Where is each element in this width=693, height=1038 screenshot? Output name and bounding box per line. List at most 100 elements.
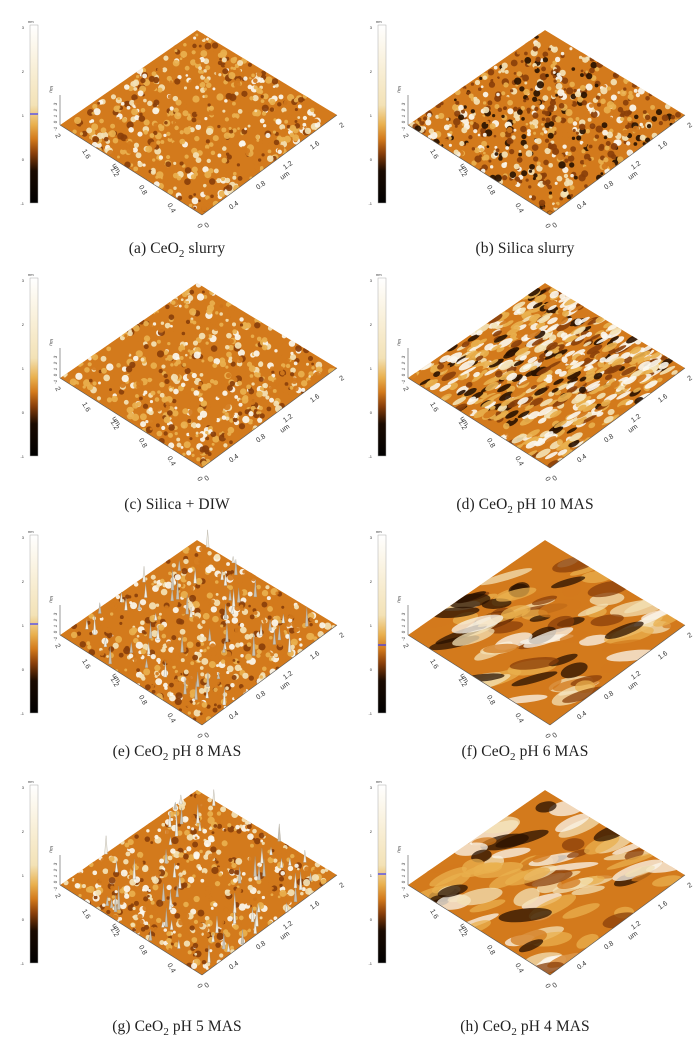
colorbar-ticks: -1 0 1 2 3nm	[20, 272, 34, 459]
z-axis-ticks: -1 0 1 2 3	[400, 355, 406, 384]
colorbar-tick-label: -1	[368, 454, 372, 459]
surface-texture	[408, 790, 685, 975]
z-tick-label: 1	[401, 114, 406, 118]
y-tick-label: 0.4	[165, 712, 176, 724]
z-axis-unit: nm	[396, 338, 403, 346]
x-axis-ticks: 0 0.4 0.8 1.2 1.6 2	[204, 882, 346, 990]
colorbar-tick-label: 1	[370, 366, 373, 371]
z-axis-ticks: -1 0 1 2 3	[400, 612, 406, 641]
z-tick-label: 3	[401, 612, 406, 616]
y-tick-label: 0.8	[137, 944, 148, 956]
y-tick-label: 0	[543, 223, 551, 230]
z-tick-label: 3	[53, 862, 58, 866]
y-tick-label: 0.8	[137, 184, 148, 196]
y-tick-label: 0	[195, 983, 203, 990]
y-tick-label: 2	[401, 643, 409, 650]
y-tick-label: 1.2	[457, 676, 468, 688]
caption-text-suffix: pH 6 MAS	[515, 743, 589, 760]
figure-caption: (e) CeO2 pH 8 MAS	[12, 743, 342, 763]
x-axis-ticks: 0 0.4 0.8 1.2 1.6 2	[552, 122, 693, 230]
y-tick-label: 2	[401, 386, 409, 393]
colorbar-unit: nm	[376, 529, 382, 534]
caption-text: (g) CeO	[112, 1018, 164, 1035]
z-axis-unit: nm	[48, 85, 55, 93]
x-tick-label: 1.2	[282, 413, 294, 424]
afm-panel-e: -1 0 1 2 3 nm 0 0.4 0.8 1.2 1.6 2 um 0 0.4 0.8 1.2 1.6 2 um…	[12, 525, 345, 770]
colorbar-tick-label: 2	[22, 322, 25, 327]
z-tick-label: -1	[52, 636, 58, 641]
figure-caption: (c) Silica + DIW	[12, 496, 342, 514]
x-axis-unit: um	[627, 170, 639, 181]
y-tick-label: 0.4	[513, 962, 524, 974]
colorbar-tick-label: -1	[368, 711, 372, 716]
x-axis-ticks: 0 0.4 0.8 1.2 1.6 2	[552, 882, 693, 990]
colorbar-tick-label: 0	[22, 157, 25, 162]
x-tick-label: 2	[339, 122, 346, 130]
y-tick-label: 0	[543, 983, 551, 990]
z-tick-label: 1	[401, 624, 406, 628]
colorbar	[29, 277, 39, 457]
z-tick-label: 0	[401, 880, 406, 884]
colorbar-tick-label: 0	[22, 917, 25, 922]
y-tick-label: 1.2	[457, 166, 468, 178]
colorbar-ticks: -1 0 1 2 3nm	[368, 529, 382, 716]
x-tick-label: 0	[204, 732, 211, 740]
colorbar-tick-label: 3	[22, 25, 25, 30]
colorbar-tick-label: 2	[370, 322, 373, 327]
colorbar-tick-label: 2	[22, 579, 25, 584]
colorbar-tick-label: 0	[370, 157, 373, 162]
y-tick-label: 1.2	[457, 419, 468, 431]
y-tick-label: 1.6	[80, 401, 91, 413]
z-tick-label: 3	[401, 355, 406, 359]
colorbar-tick-label: 0	[370, 917, 373, 922]
x-tick-label: 0.4	[576, 453, 588, 464]
y-tick-label: 1.2	[109, 419, 120, 431]
colorbar-tick-label: 1	[22, 113, 25, 118]
y-axis-ticks: 0 0.4 0.8 1.2 1.6 2	[53, 133, 203, 230]
colorbar	[377, 24, 387, 204]
caption-text: (e) CeO	[112, 743, 163, 760]
x-tick-label: 2	[339, 632, 346, 640]
axes: 0 0.4 0.8 1.2 1.6 2 um 0 0.4 0.8 1.2 1.6 2 um -1 0 1 2 3 nm	[48, 85, 346, 229]
x-tick-label: 0	[204, 222, 211, 230]
x-axis-ticks: 0 0.4 0.8 1.2 1.6 2	[552, 375, 693, 483]
y-axis-unit: um	[458, 416, 469, 428]
y-tick-label: 0.8	[137, 694, 148, 706]
x-axis-unit: um	[627, 930, 639, 941]
colorbar-tick-label: 2	[370, 69, 373, 74]
x-tick-label: 0.4	[228, 200, 240, 211]
colorbar-tick-label: 1	[22, 873, 25, 878]
y-tick-label: 0.8	[485, 944, 496, 956]
y-tick-label: 2	[401, 893, 409, 900]
z-tick-label: -1	[400, 886, 406, 891]
colorbar	[377, 534, 387, 714]
x-tick-label: 1.6	[309, 650, 321, 661]
z-axis-ticks: -1 0 1 2 3	[400, 102, 406, 131]
x-tick-label: 0	[552, 982, 559, 990]
z-tick-label: 2	[53, 108, 58, 112]
z-tick-label: 3	[53, 355, 58, 359]
z-tick-label: 2	[401, 618, 406, 622]
colorbar-tick-label: -1	[20, 961, 24, 966]
caption-text-suffix: slurry	[184, 240, 226, 257]
x-tick-label: 0.8	[255, 180, 267, 191]
y-axis-ticks: 0 0.4 0.8 1.2 1.6 2	[401, 386, 551, 483]
colorbar-unit: nm	[376, 272, 382, 277]
y-tick-label: 2	[53, 133, 61, 140]
y-tick-label: 1.6	[428, 401, 439, 413]
z-tick-label: -1	[52, 126, 58, 131]
x-axis-ticks: 0 0.4 0.8 1.2 1.6 2	[204, 122, 346, 230]
y-axis-unit: um	[458, 163, 469, 175]
z-axis-unit: nm	[48, 845, 55, 853]
x-tick-label: 2	[339, 375, 346, 383]
y-tick-label: 1.6	[428, 148, 439, 160]
axes: 0 0.4 0.8 1.2 1.6 2 um 0 0.4 0.8 1.2 1.6 2 um -1 0 1 2 3 nm	[48, 338, 346, 482]
x-tick-label: 0.4	[576, 710, 588, 721]
x-tick-label: 1.6	[309, 140, 321, 151]
y-axis-unit: um	[110, 923, 121, 935]
x-tick-label: 0.8	[603, 180, 615, 191]
x-tick-label: 0.4	[576, 200, 588, 211]
caption-subscript: 2	[162, 751, 169, 764]
x-tick-label: 0	[552, 732, 559, 740]
colorbar-ticks: -1 0 1 2 3nm	[20, 779, 34, 966]
